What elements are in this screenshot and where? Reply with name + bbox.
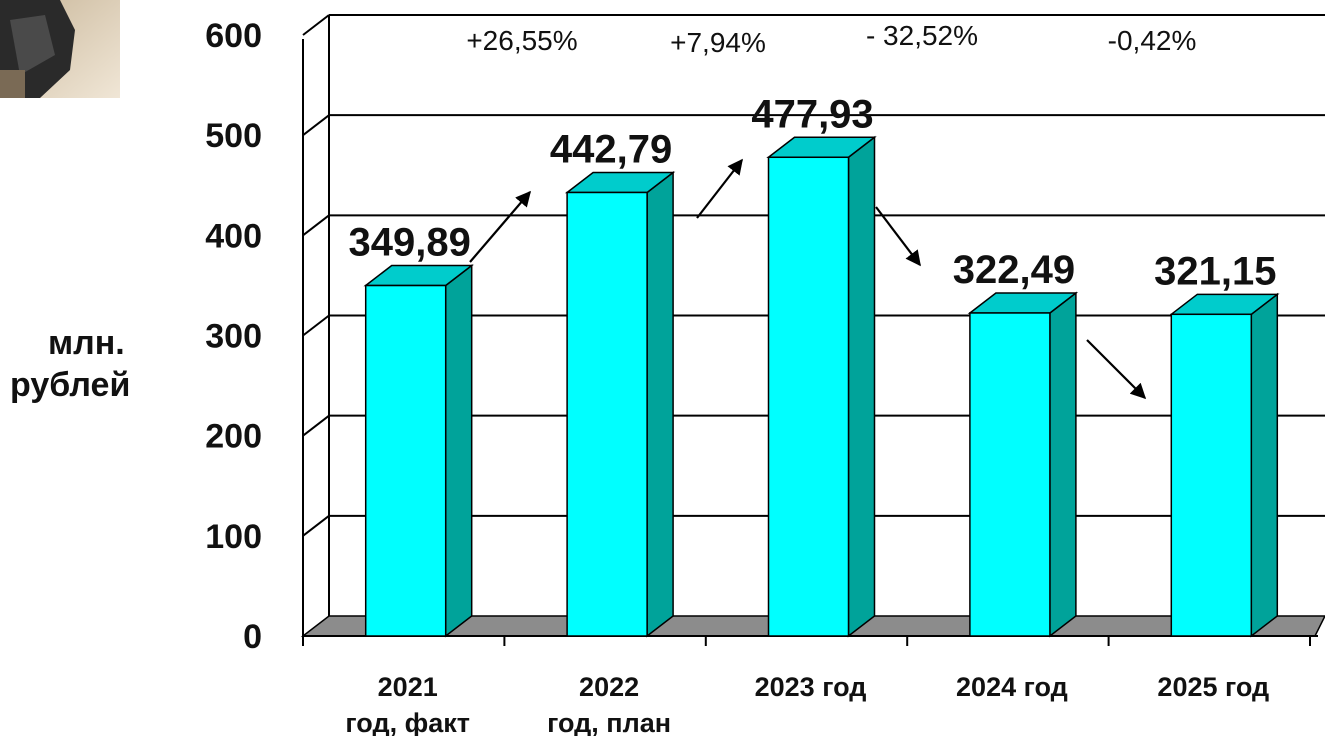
change-arrow-2 bbox=[696, 158, 743, 219]
value-label-2: 442,79 bbox=[550, 127, 672, 171]
y-tick-label: 300 bbox=[205, 318, 262, 356]
change-arrow-3 bbox=[875, 206, 921, 267]
bar-4 bbox=[969, 312, 1051, 637]
x-tick-label: 2024 год bbox=[956, 672, 1068, 702]
y-axis-title: млн. рублей bbox=[10, 322, 185, 406]
bar-side-5 bbox=[1250, 292, 1279, 638]
y-axis-title-line2: рублей bbox=[10, 366, 131, 404]
gridline-diagonal bbox=[302, 414, 330, 437]
gridline-diagonal bbox=[302, 314, 330, 337]
value-label-5: 321,15 bbox=[1154, 249, 1276, 293]
x-tick-label: 2022 bbox=[579, 672, 639, 702]
bar-side-3 bbox=[847, 135, 876, 638]
gridline-diagonal bbox=[302, 114, 330, 136]
x-tick-label: 2025 год bbox=[1157, 672, 1269, 702]
change-label-2: +7,94% bbox=[670, 27, 766, 58]
x-tick-label: год, факт bbox=[345, 708, 470, 736]
value-label-3: 477,93 bbox=[751, 92, 873, 136]
bar-2 bbox=[566, 191, 648, 637]
value-label-1: 349,89 bbox=[349, 221, 471, 265]
y-axis-title-line1: млн. bbox=[48, 324, 125, 362]
change-arrow-4 bbox=[1086, 339, 1147, 400]
bar-side-4 bbox=[1049, 291, 1077, 638]
y-tick-label: 400 bbox=[205, 217, 262, 255]
change-label-1: +26,55% bbox=[466, 25, 577, 56]
y-tick-label: 100 bbox=[205, 518, 262, 556]
x-tick-label: 2023 год bbox=[755, 672, 867, 702]
value-label-4: 322,49 bbox=[953, 248, 1075, 292]
bar-side-2 bbox=[646, 170, 674, 638]
x-tick-label: год, план bbox=[547, 708, 671, 736]
y-tick-label: 200 bbox=[205, 418, 262, 456]
bar-1 bbox=[364, 284, 447, 637]
y-tick-label: 600 bbox=[205, 17, 262, 55]
bar-side-1 bbox=[444, 264, 473, 638]
change-arrow-1 bbox=[469, 190, 532, 263]
y-tick-label: 500 bbox=[205, 117, 262, 155]
gridline-diagonal bbox=[302, 515, 330, 537]
corner-photo bbox=[0, 0, 120, 98]
y-tick-label: 0 bbox=[243, 618, 262, 656]
gridline-diagonal bbox=[302, 214, 330, 237]
bar-5 bbox=[1170, 313, 1253, 637]
change-label-4: -0,42% bbox=[1108, 25, 1197, 56]
x-tick-label: 2021 bbox=[378, 672, 438, 702]
change-label-3: - 32,52% bbox=[866, 20, 978, 51]
bar-3 bbox=[767, 156, 850, 637]
gridline-diagonal bbox=[302, 14, 330, 36]
